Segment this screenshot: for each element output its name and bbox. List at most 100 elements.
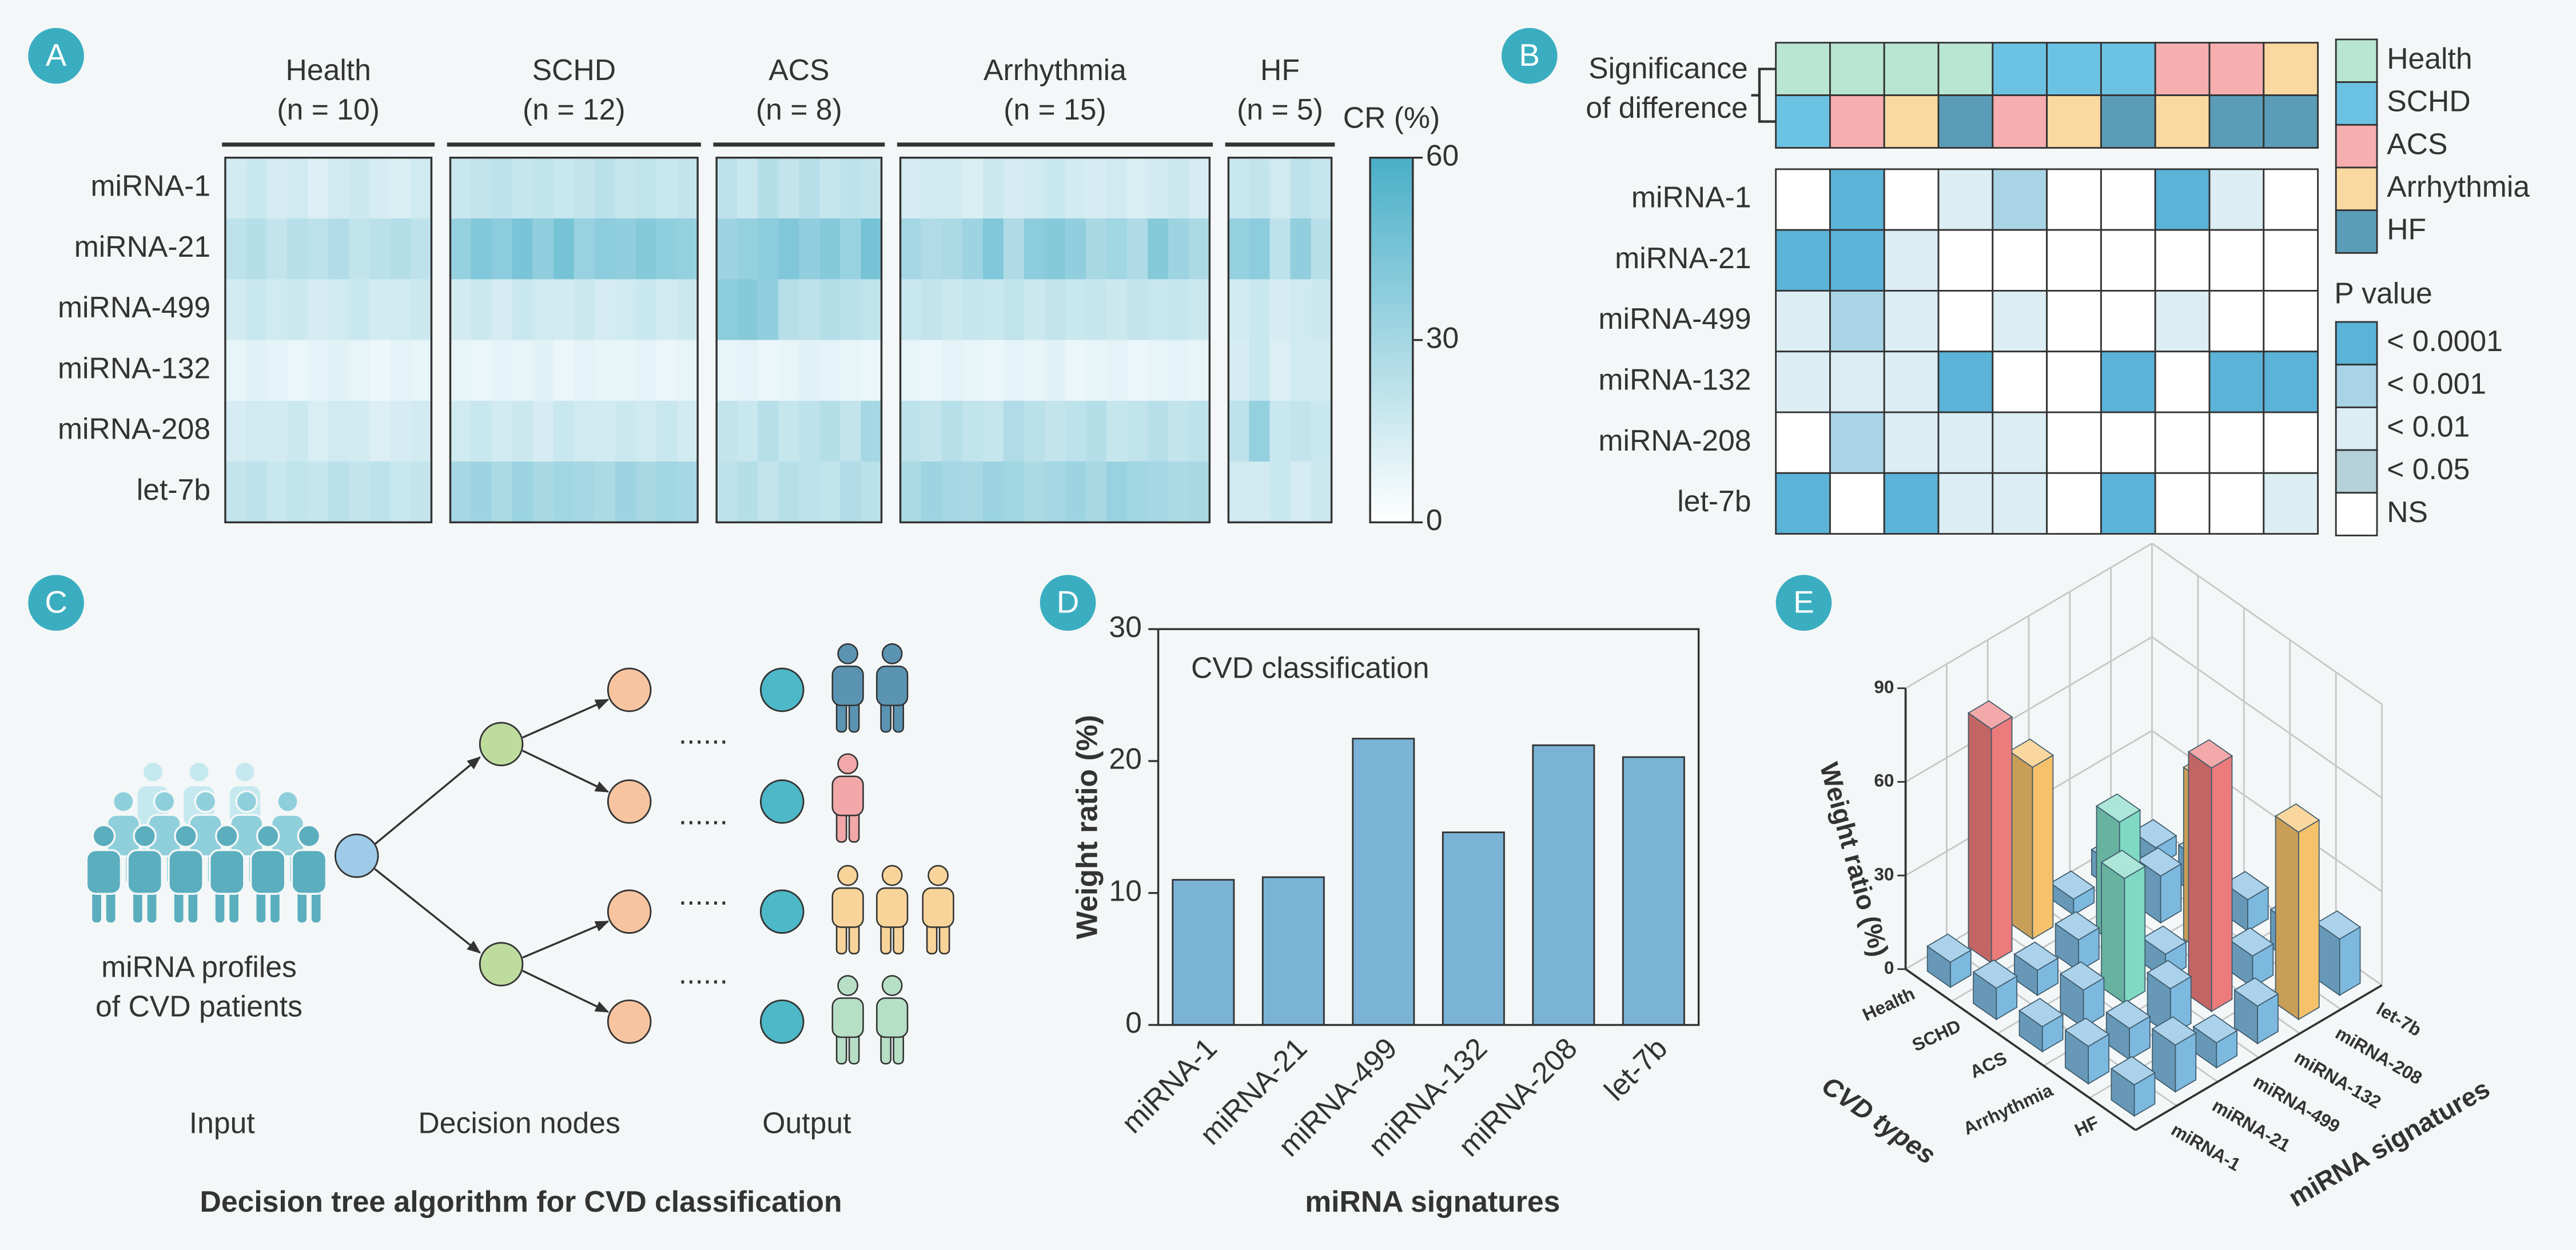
heat-cell xyxy=(840,157,862,220)
heat-cell xyxy=(390,340,412,402)
bar-face-top xyxy=(2275,803,2320,833)
group-label: Health xyxy=(286,53,371,86)
person-body xyxy=(876,665,909,706)
p-cell xyxy=(1829,472,1885,535)
heat-cell xyxy=(900,279,922,341)
person-head xyxy=(194,790,217,813)
bar-face-top xyxy=(2008,738,2054,768)
heat-cell xyxy=(840,279,862,341)
colorbar xyxy=(1369,157,1414,524)
heat-cell xyxy=(900,461,922,523)
bracket xyxy=(1751,67,1776,123)
heat-frame xyxy=(899,157,1211,524)
heat-cell xyxy=(1189,461,1211,523)
heat-cell xyxy=(677,340,699,402)
heat-cell xyxy=(758,400,779,463)
heat-cell xyxy=(1269,340,1291,402)
heat-cell xyxy=(716,218,738,280)
heat-cell xyxy=(1228,461,1250,523)
p-cell xyxy=(2100,351,2156,413)
heat-cell xyxy=(861,340,882,402)
p-cell xyxy=(1775,411,1831,474)
heat-cell xyxy=(799,279,821,341)
p-cell xyxy=(1992,411,2048,474)
person-body xyxy=(290,849,328,895)
heat-cell xyxy=(369,279,391,341)
heat-cell xyxy=(287,218,309,280)
heat-cell xyxy=(1127,400,1149,463)
heat-cell xyxy=(532,279,554,341)
heat-cell xyxy=(328,157,350,220)
heat-cell xyxy=(594,461,616,523)
heat-cell xyxy=(349,279,371,341)
heat-cell xyxy=(1044,279,1066,341)
legend-swatch xyxy=(2335,492,2378,536)
tree-edge xyxy=(522,699,610,739)
heat-cell xyxy=(1168,400,1190,463)
heat-cell xyxy=(1024,461,1046,523)
heat-cell xyxy=(574,218,596,280)
heat-cell xyxy=(1086,461,1108,523)
bar-face-top xyxy=(2136,847,2183,877)
person-body xyxy=(831,775,864,817)
heat-cell xyxy=(471,218,492,280)
heat-cell xyxy=(982,340,1004,402)
heat-cell xyxy=(1127,461,1149,523)
heat-cell xyxy=(450,157,472,220)
heat-cell xyxy=(471,157,492,220)
bar-3d xyxy=(2315,910,2362,997)
heat-cell xyxy=(225,461,247,523)
heat-cell xyxy=(369,340,391,402)
pair-cell xyxy=(1775,94,1831,149)
heat-cell xyxy=(921,340,942,402)
heat-cell xyxy=(921,279,942,341)
heat-cell xyxy=(491,279,513,341)
person-body xyxy=(168,849,204,895)
bar-3d xyxy=(2275,803,2320,1021)
heat-cell xyxy=(1065,340,1087,402)
legend-swatch xyxy=(2335,209,2378,254)
heat-cell xyxy=(982,157,1004,220)
heat-cell xyxy=(287,340,309,402)
heat-cell xyxy=(1311,400,1332,463)
bar-3d xyxy=(2105,1000,2151,1061)
heat-cell xyxy=(1168,218,1190,280)
heat-cell xyxy=(778,400,800,463)
heat-cell xyxy=(962,279,984,341)
legend-label: Health xyxy=(2387,42,2472,75)
matrix-title: of difference xyxy=(1586,91,1748,124)
heat-cell xyxy=(656,461,678,523)
bar-3d xyxy=(1926,933,1972,989)
tree-node xyxy=(479,722,524,767)
heat-cell xyxy=(246,157,268,220)
heat-cell xyxy=(308,218,329,280)
heat-cell xyxy=(1290,157,1312,220)
p-cell xyxy=(1883,411,1940,474)
row-label: miRNA-132 xyxy=(1598,363,1751,396)
heat-cell xyxy=(574,157,596,220)
heat-cell xyxy=(941,461,963,523)
heat-cell xyxy=(1228,340,1250,402)
row-label: miRNA-21 xyxy=(1615,241,1751,274)
heat-cell xyxy=(390,279,412,341)
row-label: miRNA-21 xyxy=(74,230,210,263)
heat-cell xyxy=(1311,218,1332,280)
heat-frame xyxy=(1227,157,1333,524)
heat-cell xyxy=(1024,279,1046,341)
person-head xyxy=(153,790,176,813)
heat-cell xyxy=(861,218,882,280)
bar-face-top xyxy=(2100,850,2146,879)
bar-3d xyxy=(2110,1056,2156,1117)
heat-cell xyxy=(1106,340,1128,402)
panel-badge xyxy=(28,27,84,84)
heat-cell xyxy=(287,279,309,341)
legend-label: SCHD xyxy=(2387,85,2470,118)
heat-cell xyxy=(921,218,942,280)
heat-cell xyxy=(656,340,678,402)
heat-cell xyxy=(1086,400,1108,463)
y-axis xyxy=(2135,984,2383,1131)
tree-edge xyxy=(522,970,610,1013)
heat-cell xyxy=(246,400,268,463)
heat-cell xyxy=(471,340,492,402)
ellipsis: ...... xyxy=(679,957,728,990)
